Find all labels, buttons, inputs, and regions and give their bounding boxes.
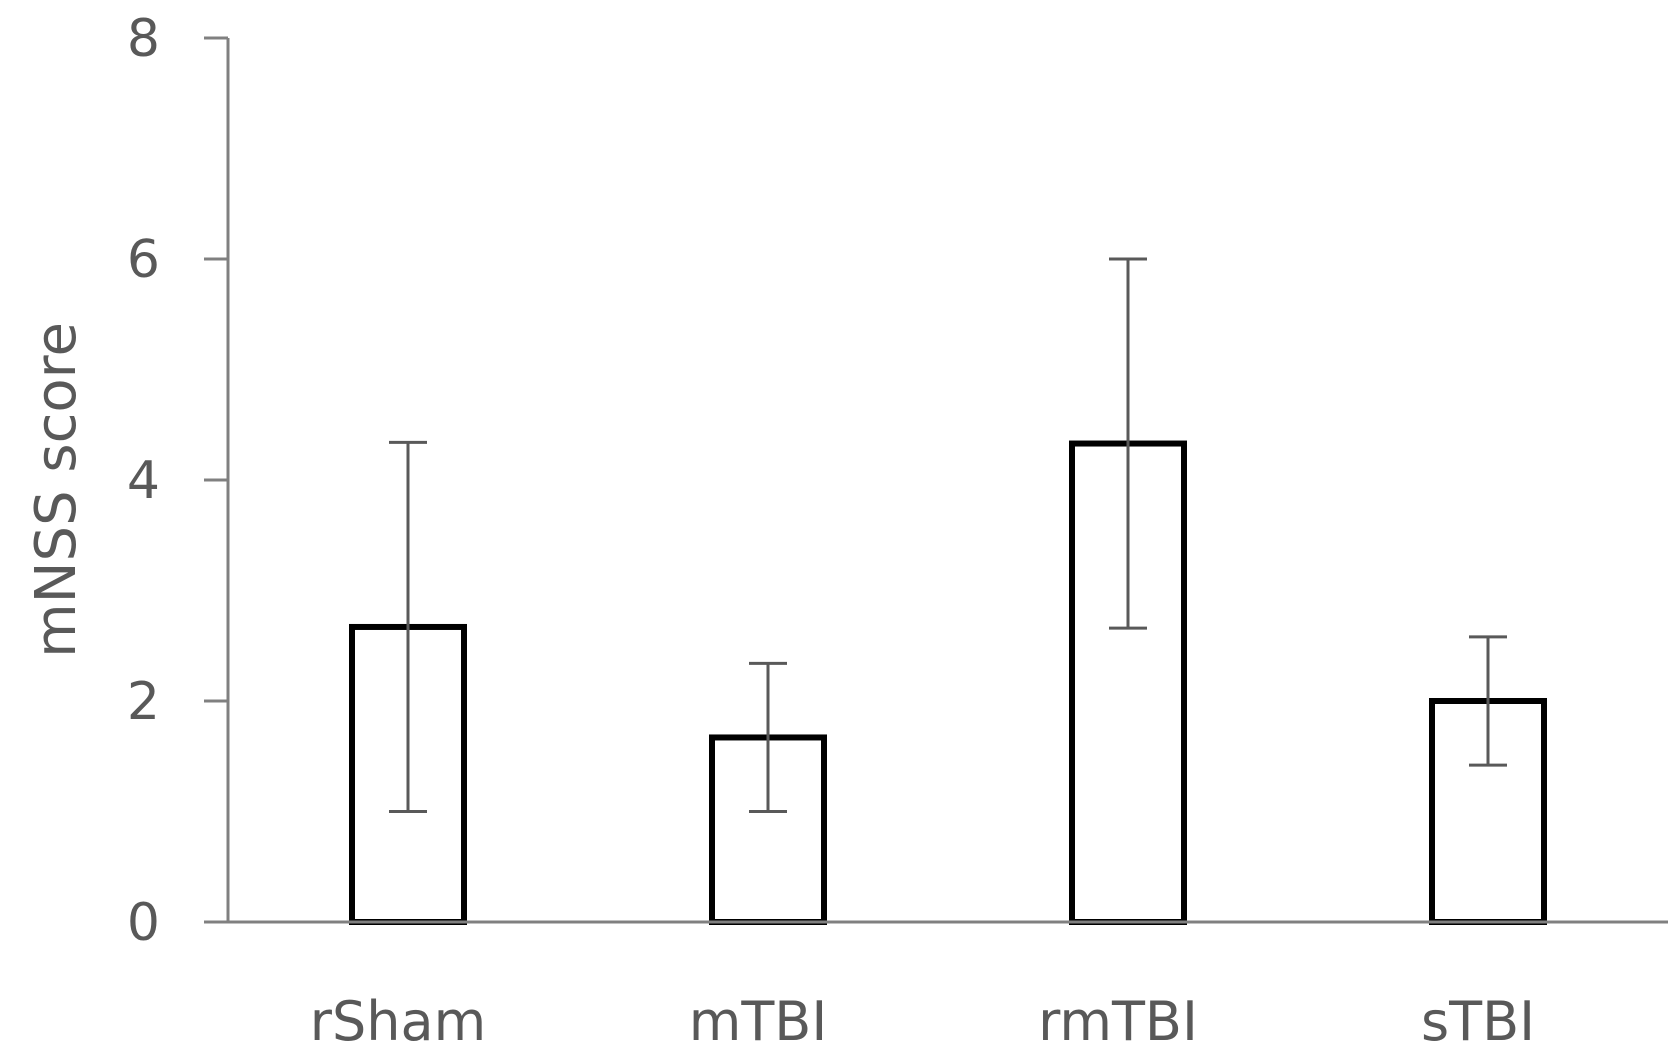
- x-category-label: mTBI: [689, 990, 828, 1053]
- error-bar-mtbi: [749, 661, 787, 813]
- y-tick-label: 0: [127, 893, 160, 953]
- y-axis-title: mNSS score: [24, 322, 89, 658]
- y-ticks-layer: 0 2 4 6 8: [127, 9, 228, 953]
- error-bar-rsham: [389, 440, 427, 813]
- bar-stbi: [1429, 698, 1547, 925]
- bars-layer: [349, 440, 1547, 926]
- error-bar-stbi: [1469, 635, 1507, 767]
- y-tick-label: 2: [127, 672, 160, 732]
- category-labels-layer: rSham mTBI rmTBI sTBI: [310, 990, 1535, 1053]
- error-bars-layer: [389, 257, 1507, 813]
- y-tick-label: 4: [127, 451, 160, 511]
- x-category-label: rmTBI: [1038, 990, 1198, 1053]
- y-tick-label: 6: [127, 230, 160, 290]
- error-bar-rmtbi: [1109, 257, 1147, 630]
- y-tick-label: 8: [127, 9, 160, 69]
- x-category-label: rSham: [310, 990, 486, 1053]
- x-category-label: sTBI: [1421, 990, 1535, 1053]
